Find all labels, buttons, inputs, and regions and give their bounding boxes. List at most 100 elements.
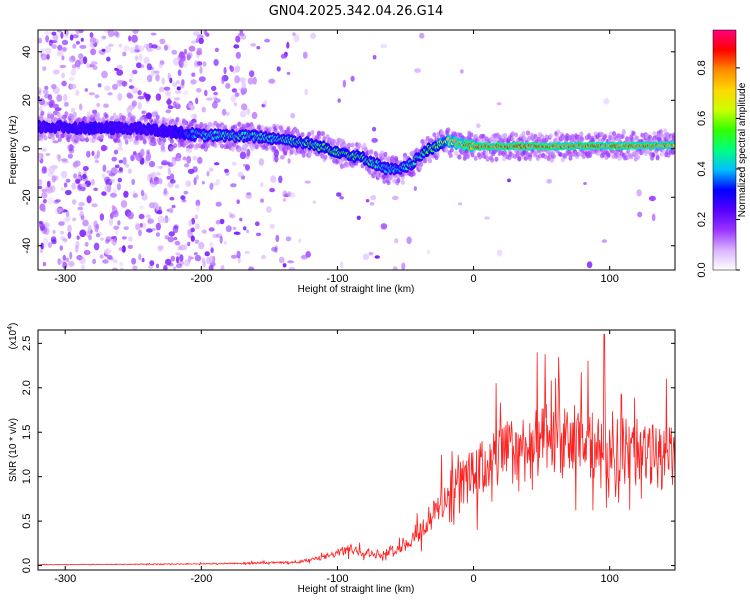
heatmap-cell — [285, 236, 292, 242]
heatmap-cell — [197, 34, 204, 40]
heatmap-cell — [214, 162, 220, 166]
heatmap-cell — [120, 200, 128, 208]
heatmap-cell — [172, 57, 180, 66]
heatmap-cell — [279, 155, 285, 160]
heatmap-cell — [138, 45, 145, 52]
heatmap-cell — [288, 266, 296, 270]
heatmap-cell — [40, 242, 44, 250]
heatmap-cell — [195, 143, 199, 149]
heatmap-cell — [190, 40, 198, 44]
heatmap-cell — [524, 150, 529, 156]
heatmap-cell — [112, 187, 117, 193]
heatmap-cell — [167, 72, 171, 80]
heatmap-cell — [82, 56, 88, 65]
heatmap-cell — [234, 75, 241, 84]
heatmap-cell — [38, 106, 43, 112]
heatmap-cell — [470, 152, 475, 158]
heatmap-cell — [112, 210, 119, 218]
heatmap-cell — [172, 82, 178, 87]
heatmap-cell — [171, 204, 176, 209]
heatmap-cell — [71, 55, 76, 62]
heatmap-cell — [72, 217, 77, 222]
heatmap-cell — [76, 136, 81, 142]
heatmap-cell — [112, 267, 118, 270]
heatmap-cell — [190, 235, 195, 242]
heatmap-cell — [617, 155, 622, 161]
heatmap-cell — [396, 178, 401, 184]
heatmap-cell — [600, 131, 604, 137]
heatmap-cell — [75, 178, 81, 185]
chart-title: GN04.2025.342.04.26.G14 — [269, 4, 444, 19]
heatmap-cells — [38, 30, 675, 270]
heatmap-cell — [246, 122, 251, 128]
heatmap-cell — [171, 49, 178, 55]
heatmap-cell — [214, 47, 219, 53]
heatmap-cell — [102, 259, 109, 264]
heatmap-cell — [117, 220, 121, 226]
heatmap-cell — [120, 267, 124, 270]
heatmap-cell — [169, 138, 174, 144]
heatmap-cell — [84, 250, 91, 255]
heatmap-cell — [45, 35, 49, 43]
heatmap-cell — [163, 44, 168, 51]
heatmap-cell — [47, 197, 54, 205]
spectrogram-frame — [37, 29, 676, 271]
heatmap-cell — [368, 251, 374, 256]
heatmap-cell — [39, 48, 47, 52]
heatmap-cell — [99, 213, 105, 221]
heatmap-cell — [225, 82, 231, 89]
heatmap-cell — [57, 258, 62, 265]
x-tick-label: -200 — [190, 273, 212, 285]
heatmap-cell — [167, 167, 171, 176]
heatmap-cell — [76, 235, 80, 240]
heatmap-cell — [484, 216, 490, 220]
heatmap-cell — [188, 219, 192, 227]
heatmap-cell — [340, 261, 344, 269]
heatmap-cell — [371, 137, 378, 143]
heatmap-cell — [403, 152, 407, 158]
heatmap-cell — [100, 134, 105, 140]
heatmap-cell — [191, 217, 196, 225]
heatmap-cell — [169, 196, 175, 201]
heatmap-cell — [239, 77, 246, 83]
heatmap-cell — [62, 114, 67, 120]
heatmap-cell — [235, 92, 240, 97]
heatmap-cell — [236, 199, 240, 204]
heatmap-cell — [232, 226, 237, 230]
heatmap-cell — [292, 32, 296, 36]
heatmap-cell — [517, 156, 522, 162]
heatmap-cell — [101, 48, 106, 52]
heatmap-cell — [579, 131, 584, 137]
heatmap-cell — [46, 53, 50, 60]
heatmap-cell — [401, 262, 406, 270]
heatmap-cell — [245, 193, 252, 199]
colorbar-tick-label: 0.6 — [696, 111, 708, 126]
heatmap-cell — [233, 44, 240, 49]
heatmap-cell — [107, 185, 112, 193]
heatmap-cell — [490, 157, 495, 163]
heatmap-cell — [137, 95, 145, 100]
x-tick-label: -300 — [54, 573, 76, 585]
heatmap-cell — [66, 137, 71, 143]
heatmap-cell — [494, 156, 499, 162]
heatmap-cell — [369, 202, 375, 206]
heatmap-cell — [146, 48, 154, 52]
heatmap-cell — [369, 149, 374, 155]
heatmap-cell — [127, 112, 132, 118]
heatmap-cell — [670, 149, 675, 155]
heatmap-cell — [135, 44, 139, 50]
heatmap-cell — [84, 88, 89, 92]
heatmap-cell — [180, 82, 185, 89]
heatmap-cell — [52, 69, 60, 75]
heatmap-cell — [556, 129, 561, 135]
heatmap-cell — [250, 43, 257, 47]
heatmap-cell — [583, 182, 587, 185]
heatmap-cell — [72, 111, 77, 117]
heatmap-cell — [124, 163, 130, 168]
heatmap-cell — [196, 203, 200, 212]
heatmap-cell — [72, 43, 77, 49]
colorbar-tick-label: 0.2 — [696, 212, 708, 227]
heatmap-cell — [148, 173, 154, 178]
heatmap-cell — [260, 198, 264, 203]
